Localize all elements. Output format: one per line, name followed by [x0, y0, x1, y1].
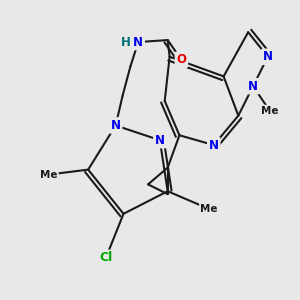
Text: N: N [248, 80, 258, 93]
Text: H: H [121, 35, 130, 49]
Text: Me: Me [200, 204, 218, 214]
Text: N: N [111, 119, 121, 132]
Text: O: O [176, 53, 186, 66]
Text: Me: Me [40, 169, 58, 179]
Text: Me: Me [261, 106, 278, 116]
Text: N: N [209, 139, 219, 152]
Text: Cl: Cl [99, 251, 112, 265]
Text: N: N [133, 35, 143, 49]
Text: N: N [263, 50, 273, 63]
Text: N: N [155, 134, 165, 147]
